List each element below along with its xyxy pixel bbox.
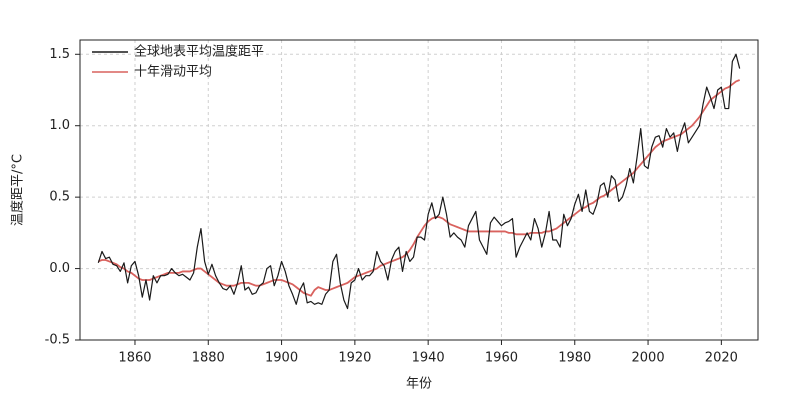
legend-label: 全球地表平均温度距平 bbox=[134, 44, 264, 60]
y-tick-label: 1.0 bbox=[49, 118, 70, 133]
x-tick-label: 2020 bbox=[705, 351, 738, 366]
x-tick-label: 2000 bbox=[632, 351, 665, 366]
x-tick-label: 1900 bbox=[265, 351, 298, 366]
x-tick-label: 1960 bbox=[485, 351, 518, 366]
y-axis-label: 温度距平/°C bbox=[10, 154, 26, 226]
x-tick-label: 1920 bbox=[338, 351, 371, 366]
x-tick-label: 1980 bbox=[558, 351, 591, 366]
legend-label: 十年滑动平均 bbox=[134, 65, 212, 80]
y-tick-label: -0.5 bbox=[45, 333, 70, 348]
series-line bbox=[97, 53, 741, 310]
x-tick-label: 1940 bbox=[412, 351, 445, 366]
x-tick-label: 1860 bbox=[118, 351, 151, 366]
series-line bbox=[97, 79, 741, 297]
y-tick-label: 1.5 bbox=[49, 47, 70, 62]
x-axis-label: 年份 bbox=[406, 377, 432, 392]
plot-frame bbox=[79, 39, 759, 341]
x-tick-label: 1880 bbox=[192, 351, 225, 366]
y-tick-label: 0.5 bbox=[49, 190, 70, 205]
y-tick-label: 0.0 bbox=[49, 261, 70, 276]
